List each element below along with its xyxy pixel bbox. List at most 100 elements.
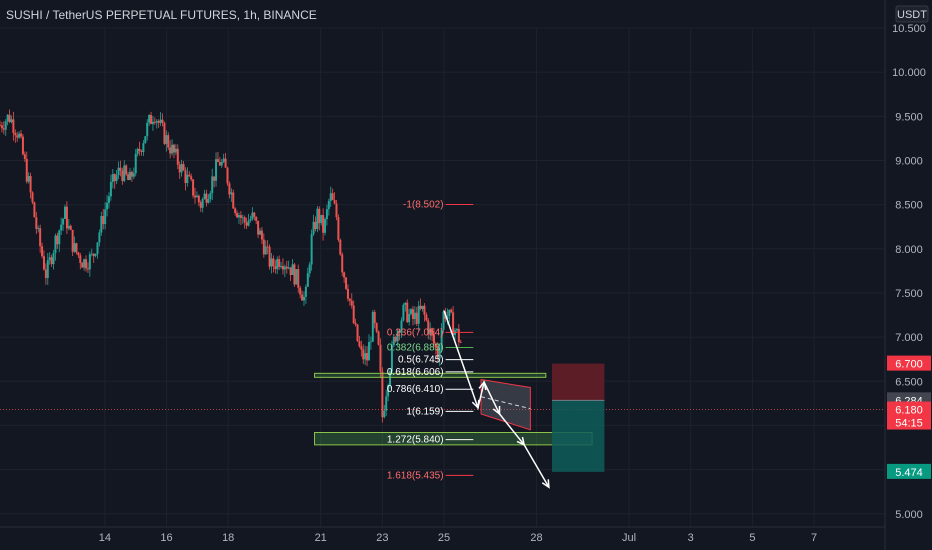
candle-body	[417, 305, 420, 324]
candle-body	[291, 264, 294, 275]
candle-body	[406, 302, 409, 323]
candle-body	[440, 329, 443, 350]
parallel-channel[interactable]	[480, 378, 531, 431]
candle-body	[194, 195, 197, 198]
candle-body	[159, 119, 162, 123]
price-label-background	[887, 401, 931, 430]
candle-body	[2, 128, 5, 130]
candle-body	[306, 273, 309, 287]
candle-body	[396, 330, 399, 342]
candle-body	[257, 220, 260, 235]
candle-body	[102, 216, 105, 225]
candle-body	[171, 144, 174, 154]
candle-body	[419, 305, 422, 309]
candle-body	[16, 135, 19, 138]
candle-body	[46, 260, 49, 278]
candle-body	[432, 334, 435, 344]
candle-body	[195, 195, 198, 198]
candle-body	[389, 371, 392, 386]
candle-body	[113, 174, 116, 182]
price-tick-label: 7.500	[895, 288, 923, 300]
candle-body	[236, 213, 239, 218]
candle-body	[232, 192, 235, 209]
price-label-target[interactable]: 5.474	[887, 463, 931, 479]
candle-body	[174, 148, 177, 153]
candle-body	[434, 343, 437, 348]
candle-body	[75, 243, 78, 253]
grid	[0, 27, 885, 527]
candle-body	[299, 287, 302, 295]
candle-body	[237, 215, 240, 218]
price-tick-label: 8.000	[895, 244, 923, 256]
candle-body	[83, 259, 86, 268]
candle-body	[415, 312, 418, 324]
candle-body	[367, 342, 370, 361]
projection-arrowhead	[541, 479, 550, 489]
candle-body	[94, 253, 97, 256]
price-label-background	[887, 463, 931, 479]
candle-body	[88, 254, 91, 270]
candle-body	[281, 265, 284, 270]
candle-body	[358, 341, 361, 347]
stop-loss-zone[interactable]	[551, 363, 605, 401]
candle-body	[301, 294, 304, 301]
candle-body	[37, 228, 40, 229]
candle-body	[190, 176, 193, 180]
candle-body	[404, 302, 407, 305]
price-tick-label: 5.000	[895, 509, 923, 521]
time-tick-label: 14	[99, 532, 111, 544]
candle-body	[132, 173, 135, 177]
candle-body	[316, 208, 319, 230]
candle-body	[222, 158, 225, 163]
candle-body	[366, 353, 369, 361]
time-tick-label: 7	[811, 532, 817, 544]
candle-body	[41, 246, 44, 257]
candle-body	[109, 181, 112, 197]
candle-body	[213, 176, 216, 181]
candle-body	[39, 228, 42, 247]
candle-body	[390, 345, 393, 372]
candle-body	[425, 314, 428, 321]
candle-body	[413, 312, 416, 320]
candle-body	[421, 305, 424, 309]
candle-body	[255, 216, 258, 221]
candle-body	[157, 121, 160, 123]
price-label-stop[interactable]: 6.700	[887, 355, 931, 371]
candle-body	[234, 208, 237, 214]
candle-body	[408, 314, 411, 323]
candle-body	[457, 328, 460, 343]
currency-badge[interactable]: USDT	[895, 5, 929, 23]
candle-body	[52, 253, 55, 265]
support-zone[interactable]	[314, 431, 593, 446]
price-tick-label: 7.000	[895, 332, 923, 344]
candle-body	[65, 206, 68, 229]
candle-body	[325, 209, 328, 220]
drawings[interactable]: -1(8.502) 0.236(7.054) 0.382(6.883) 0.5(6.7…	[0, 199, 885, 489]
candle-body	[167, 135, 170, 148]
time-tick-label: 5	[749, 532, 755, 544]
candle-body	[285, 266, 288, 269]
candle-body	[411, 309, 414, 320]
price-label-text: 6.700	[895, 359, 923, 371]
candle-body	[230, 192, 233, 195]
candle-body	[42, 256, 45, 270]
candle-body	[304, 286, 307, 297]
candle-body	[392, 336, 395, 346]
candle-body	[161, 119, 164, 124]
take-profit-zone[interactable]	[551, 400, 605, 472]
candle-body	[211, 176, 214, 194]
fib-level-label: 0.5(6.745)	[398, 355, 444, 366]
candle-body	[0, 125, 3, 129]
candle-body	[402, 304, 405, 321]
projection-path[interactable]	[443, 310, 550, 488]
candle-body	[310, 234, 313, 265]
candle-body	[169, 147, 172, 154]
support-zone[interactable]	[314, 372, 547, 378]
candle-body	[73, 243, 76, 252]
projection-arrowhead	[471, 399, 480, 410]
